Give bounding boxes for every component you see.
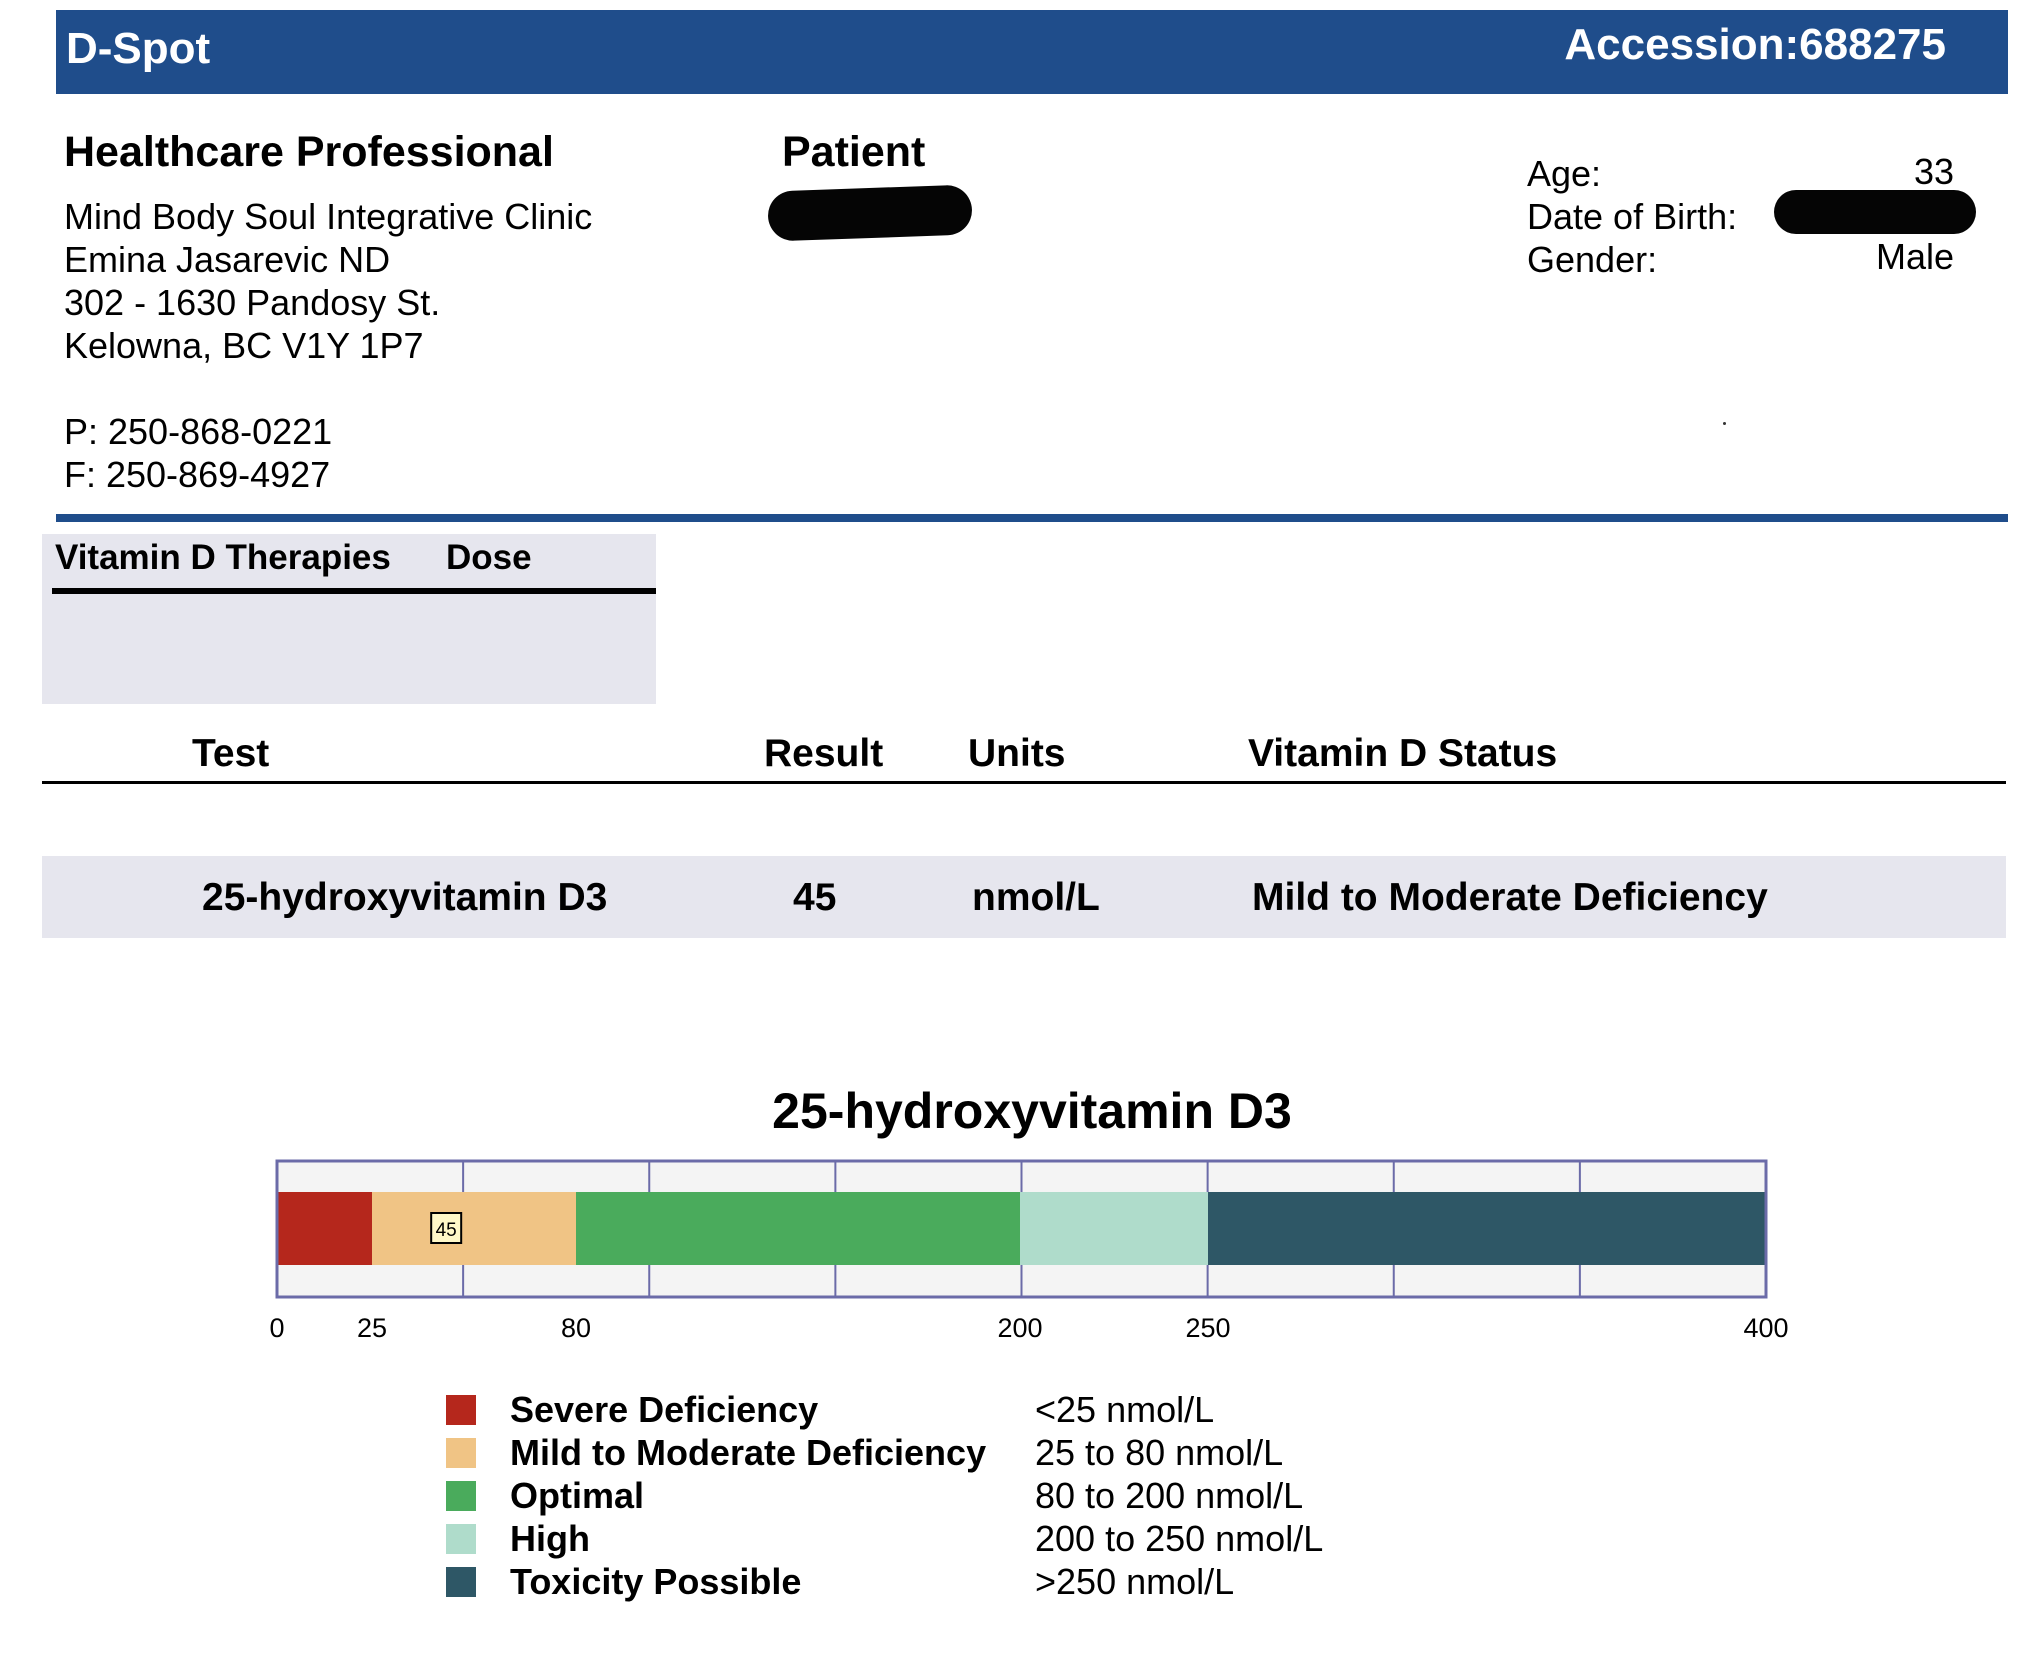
dob-label: Date of Birth: <box>1527 196 1738 237</box>
test-column-header: Test <box>192 732 270 775</box>
age-value: 33 <box>1913 151 1954 192</box>
legend-label: Mild to Moderate Deficiency <box>510 1432 987 1473</box>
header-bar <box>56 10 2008 94</box>
therapies-header-rule <box>52 588 656 594</box>
legend-label: High <box>510 1518 590 1559</box>
chart-frame <box>275 1159 1768 1299</box>
gender-label: Gender: <box>1527 239 1658 280</box>
section-divider <box>56 514 2008 522</box>
fax-number: F: 250-869-4927 <box>64 454 331 495</box>
practitioner-name: Emina Jasarevic ND <box>64 239 391 280</box>
result-value-cell: 45 <box>793 876 837 919</box>
therapies-column-header: Vitamin D Therapies <box>55 538 391 577</box>
legend-label: Optimal <box>510 1475 645 1516</box>
clinic-name: Mind Body Soul Integrative Clinic <box>64 196 593 237</box>
chart-band-high <box>1020 1192 1208 1265</box>
x-tick-label: 80 <box>560 1313 592 1343</box>
legend-label: Severe Deficiency <box>510 1389 819 1430</box>
dob-redaction <box>1774 190 1976 234</box>
legend-range: 200 to 250 nmol/L <box>1035 1518 1324 1559</box>
accession-number: Accession:688275 <box>1564 20 1946 69</box>
status-cell: Mild to Moderate Deficiency <box>1252 876 1768 919</box>
legend-swatch <box>446 1567 476 1597</box>
dose-column-header: Dose <box>446 538 532 577</box>
patient-heading: Patient <box>782 128 926 176</box>
legend-range: >250 nmol/L <box>1035 1561 1235 1602</box>
gender-value: Male <box>1875 236 1954 277</box>
result-marker-label: 45 <box>436 1220 457 1241</box>
chart-band-optimal <box>576 1192 1020 1265</box>
units-column-header: Units <box>968 732 1066 775</box>
therapies-panel <box>42 534 656 704</box>
app-title: D-Spot <box>66 24 211 73</box>
legend-swatch <box>446 1524 476 1554</box>
x-tick-label: 400 <box>1743 1313 1789 1343</box>
phone-number: P: 250-868-0221 <box>64 411 333 452</box>
legend-range: <25 nmol/L <box>1035 1389 1215 1430</box>
chart-band-toxicity-possible <box>1208 1192 1766 1265</box>
healthcare-professional-heading: Healthcare Professional <box>64 128 554 176</box>
legend-range: 25 to 80 nmol/L <box>1035 1432 1284 1473</box>
x-tick-label: 0 <box>269 1313 285 1343</box>
address-line-2: Kelowna, BC V1Y 1P7 <box>64 325 424 366</box>
chart-band-severe-deficiency <box>277 1192 372 1265</box>
x-tick-label: 250 <box>1185 1313 1231 1343</box>
result-column-header: Result <box>764 732 884 775</box>
legend-swatch <box>446 1481 476 1511</box>
legend-label: Toxicity Possible <box>510 1561 802 1602</box>
legend-range: 80 to 200 nmol/L <box>1035 1475 1304 1516</box>
chart-band-mild-to-moderate-deficiency <box>372 1192 576 1265</box>
address-line-1: 302 - 1630 Pandosy St. <box>64 282 441 323</box>
age-label: Age: <box>1527 153 1602 194</box>
chart-title: 25-hydroxyvitamin D3 <box>772 1083 1292 1139</box>
units-cell: nmol/L <box>972 876 1100 919</box>
legend-swatch <box>446 1395 476 1425</box>
test-name-cell: 25-hydroxyvitamin D3 <box>202 876 608 919</box>
legend-swatch <box>446 1438 476 1468</box>
x-tick-label: 200 <box>997 1313 1043 1343</box>
status-column-header: Vitamin D Status <box>1248 732 1558 775</box>
table-header-rule <box>42 781 2006 784</box>
result-marker <box>430 1212 463 1244</box>
x-tick-label: 25 <box>356 1313 388 1343</box>
table-row <box>42 856 2006 938</box>
stray-dot <box>1723 422 1726 425</box>
